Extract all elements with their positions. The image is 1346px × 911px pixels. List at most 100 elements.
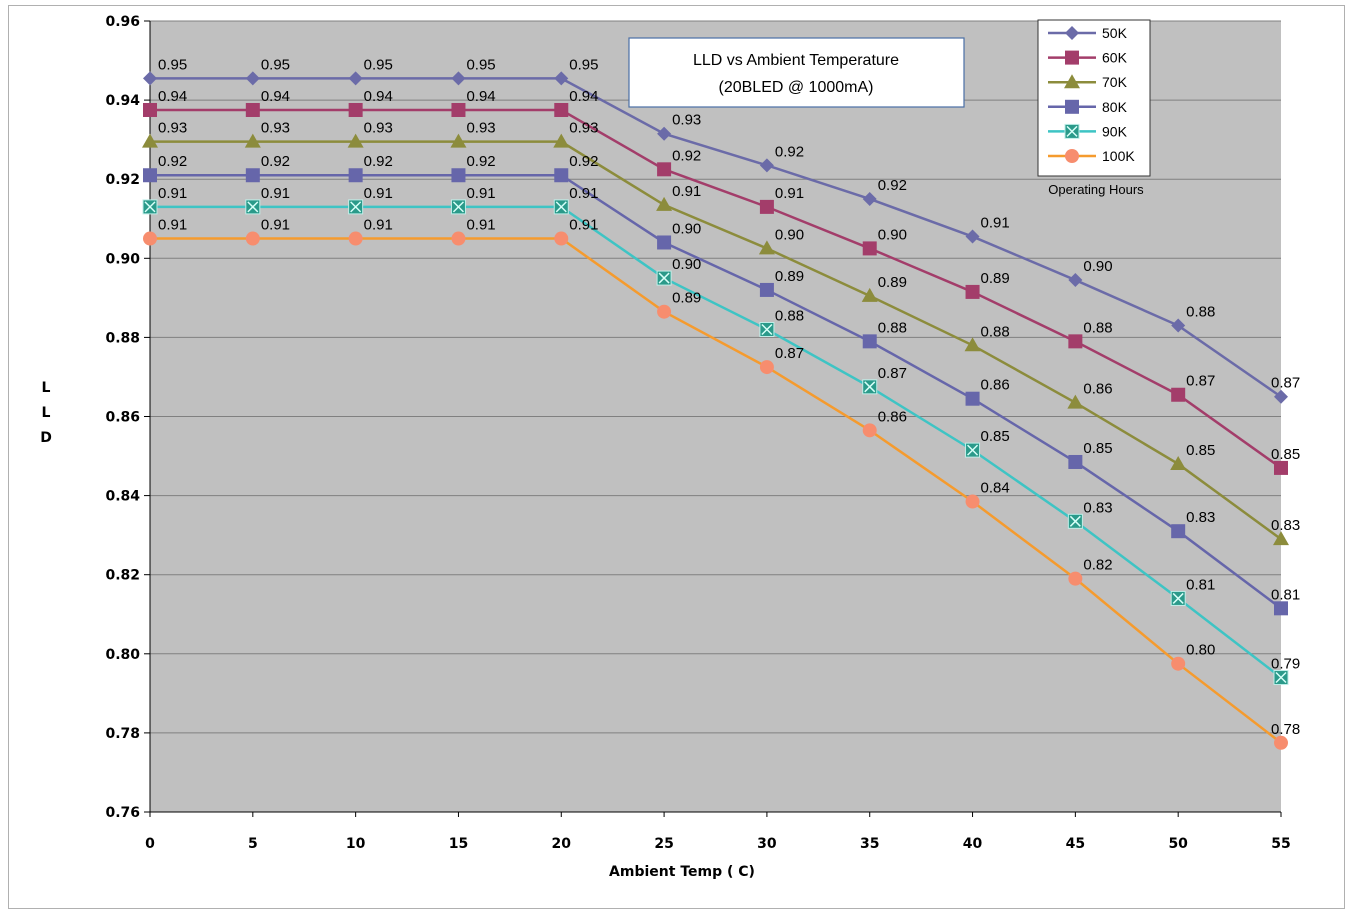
data-label: 0.88 xyxy=(1186,304,1215,321)
data-label: 0.88 xyxy=(775,307,804,324)
data-label: 0.93 xyxy=(466,120,495,137)
data-point xyxy=(142,133,158,148)
y-tick-labels: 0.76 0.78 0.80 0.82 0.84 0.86 0.88 0.90 0.92 0.94… xyxy=(105,14,140,821)
data-point xyxy=(1067,394,1084,409)
data-label: 0.85 xyxy=(1186,442,1215,459)
data-point xyxy=(1274,735,1288,750)
series-line xyxy=(150,237,1282,744)
data-point xyxy=(1273,670,1289,686)
y-tick-label: 0.76 xyxy=(105,805,140,821)
data-point xyxy=(450,199,466,215)
data-point xyxy=(348,231,363,246)
data-label: 0.92 xyxy=(672,147,701,164)
data-point xyxy=(965,284,980,299)
data-point xyxy=(348,71,363,86)
data-point xyxy=(1170,455,1187,470)
data-point xyxy=(348,199,364,215)
data-labels: 0.95 0.95 0.95 0.95 0.95 0.93 0.92 0.92 0.91 0.90… xyxy=(158,56,1300,737)
data-point xyxy=(1068,334,1083,349)
data-label: 0.95 xyxy=(158,56,187,73)
series-60k xyxy=(143,102,1288,475)
data-point xyxy=(862,191,877,206)
data-point xyxy=(1171,656,1186,671)
data-point xyxy=(1068,454,1083,469)
data-label: 0.90 xyxy=(1083,258,1112,275)
data-point xyxy=(451,102,466,117)
data-label: 0.93 xyxy=(569,120,598,137)
data-point xyxy=(1274,601,1288,616)
data-label: 0.85 xyxy=(1271,446,1300,463)
data-label: 0.88 xyxy=(981,323,1010,340)
data-point xyxy=(143,102,157,117)
y-tick-label: 0.90 xyxy=(105,251,140,267)
data-point xyxy=(245,71,260,86)
data-label: 0.92 xyxy=(569,153,598,170)
data-point xyxy=(656,270,672,286)
data-label: 0.94 xyxy=(158,88,187,105)
chart-title: LLD vs Ambient Temperature xyxy=(693,52,899,69)
data-label: 0.94 xyxy=(466,88,495,105)
legend-label: 50K xyxy=(1102,25,1128,41)
data-point xyxy=(450,133,467,148)
x-tick-label: 50 xyxy=(1168,836,1188,852)
data-point xyxy=(862,379,878,395)
legend-items: 50K 60K 70K 80K 90K 100K xyxy=(1048,25,1135,164)
data-label: 0.82 xyxy=(1083,557,1112,574)
x-tick-label: 10 xyxy=(346,836,366,852)
series-lines xyxy=(142,71,1289,750)
data-label: 0.90 xyxy=(775,226,804,243)
data-label: 0.91 xyxy=(364,217,393,234)
data-label: 0.81 xyxy=(1186,576,1215,593)
y-tick-label: 0.86 xyxy=(105,410,140,426)
data-point xyxy=(1065,99,1079,114)
data-label: 0.86 xyxy=(1083,381,1112,398)
y-tick-label: 0.84 xyxy=(105,489,140,505)
data-point xyxy=(1171,318,1186,333)
series-line xyxy=(150,77,1282,398)
data-point xyxy=(451,168,466,183)
data-label: 0.83 xyxy=(1083,499,1112,516)
data-label: 0.85 xyxy=(1083,440,1112,457)
data-label: 0.89 xyxy=(775,268,804,285)
data-label: 0.95 xyxy=(569,56,598,73)
series-50k xyxy=(143,71,1288,404)
data-point xyxy=(759,199,774,214)
y-axis-title-letter-1: L xyxy=(42,380,51,396)
x-tick-label: 15 xyxy=(449,836,468,852)
legend: 50K 60K 70K 80K 90K 100K xyxy=(1037,19,1151,177)
data-label: 0.80 xyxy=(1186,642,1215,659)
data-label: 0.94 xyxy=(364,88,393,105)
legend-frame xyxy=(1037,19,1151,177)
data-label: 0.86 xyxy=(878,408,907,425)
data-point xyxy=(862,423,877,438)
data-point xyxy=(244,133,261,148)
data-label: 0.89 xyxy=(672,290,701,307)
data-label: 0.84 xyxy=(981,480,1010,497)
legend-label: 90K xyxy=(1102,123,1128,139)
data-point xyxy=(1068,571,1083,586)
y-tick-label: 0.78 xyxy=(105,726,140,742)
axes xyxy=(149,21,1282,817)
data-label: 0.91 xyxy=(158,217,187,234)
data-point xyxy=(554,102,569,117)
data-point xyxy=(862,241,877,256)
data-label: 0.81 xyxy=(1271,586,1300,603)
legend-note: Operating Hours xyxy=(1048,182,1144,197)
data-label: 0.91 xyxy=(158,185,187,202)
data-label: 0.90 xyxy=(672,220,701,237)
x-tick-label: 5 xyxy=(248,836,258,852)
data-point xyxy=(348,102,363,117)
data-point xyxy=(1273,531,1289,546)
data-point xyxy=(1171,524,1186,539)
data-point xyxy=(1274,460,1288,475)
data-point xyxy=(451,231,466,246)
x-tick-label: 20 xyxy=(552,836,572,852)
data-label: 0.85 xyxy=(981,428,1010,445)
data-point xyxy=(657,126,672,141)
x-tick-labels: 0 5 10 15 20 25 30 35 40 45 50 55 xyxy=(145,836,1291,852)
y-tick-label: 0.82 xyxy=(105,568,140,584)
data-point xyxy=(862,334,877,349)
data-point xyxy=(451,71,466,86)
data-label: 0.79 xyxy=(1271,656,1300,673)
data-label: 0.91 xyxy=(261,217,290,234)
